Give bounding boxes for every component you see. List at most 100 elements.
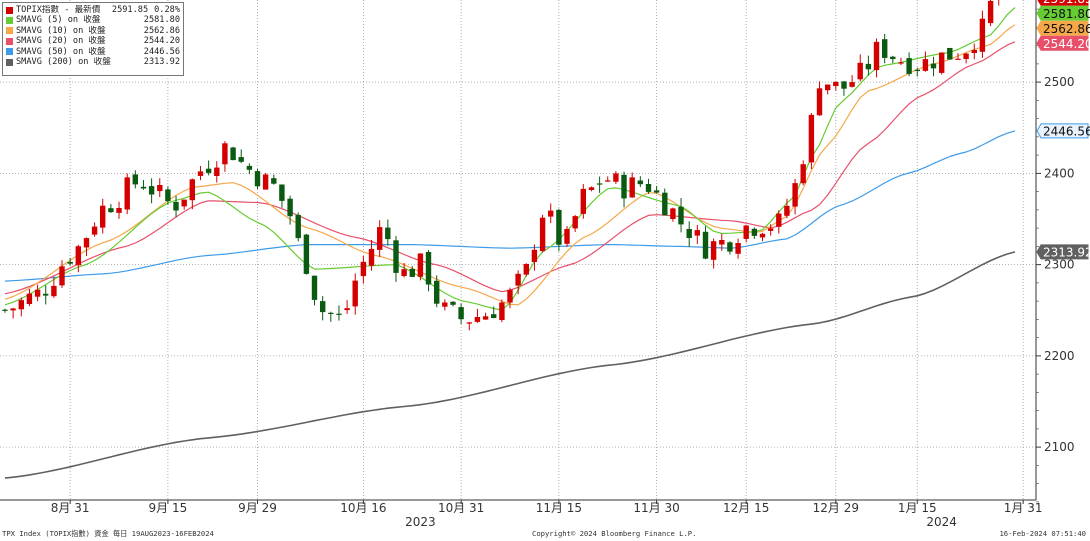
candle-body xyxy=(947,48,953,60)
legend-change: 0.28% xyxy=(154,5,180,15)
candle-body xyxy=(882,39,888,58)
candle-body xyxy=(385,227,391,240)
legend-swatch-sma5 xyxy=(6,17,13,25)
value-tag-bg xyxy=(1036,123,1089,139)
candle-body xyxy=(637,180,643,185)
x-tick-label: 11月 30 xyxy=(633,501,679,515)
candle-body xyxy=(197,171,204,176)
candle-body xyxy=(287,198,293,217)
value-tag: 2562.86 xyxy=(1036,20,1090,36)
sma200-line xyxy=(4,251,1016,479)
value-tag-label: 2562.86 xyxy=(1043,22,1090,36)
candle-body xyxy=(914,69,920,71)
candle-body xyxy=(906,58,912,74)
candle-body xyxy=(808,114,815,163)
candle-body xyxy=(336,313,342,315)
candle-body xyxy=(425,252,432,285)
candle-body xyxy=(67,262,73,264)
footer-series-info: TPX Index (TOPIX指數) 資金 每日 19AUG2023-16FE… xyxy=(2,529,214,538)
candle-body xyxy=(377,227,383,250)
legend-value: 2581.80 xyxy=(143,15,180,26)
candle-body xyxy=(173,202,179,211)
candle-body xyxy=(605,180,611,182)
candle-body xyxy=(279,184,285,201)
candlesticks xyxy=(2,0,1000,331)
candle-body xyxy=(710,241,717,260)
x-year-label: 2024 xyxy=(926,515,957,529)
footer-timestamp: 16-Feb-2024 07:51:40 xyxy=(999,529,1086,538)
candle-body xyxy=(116,208,122,213)
legend-value: 2446.56 xyxy=(143,46,180,57)
candle-body xyxy=(572,216,578,229)
x-tick-label: 1月 15 xyxy=(898,501,937,515)
legend-label: SMAVG (5) on 收盤 xyxy=(16,15,101,26)
candle-body xyxy=(678,206,684,225)
candle-body xyxy=(833,81,839,87)
candle-body xyxy=(857,62,863,80)
candle-body xyxy=(930,63,937,69)
candle-body xyxy=(262,174,269,190)
candle-body xyxy=(727,242,733,252)
legend-swatch-sma20 xyxy=(6,37,13,45)
y-axis: 2100220023002400250026002591.852581.8025… xyxy=(1036,0,1090,503)
candle-body xyxy=(320,301,326,313)
x-tick-label: 12月 29 xyxy=(813,501,859,515)
candle-body xyxy=(653,190,660,193)
candle-body xyxy=(434,280,440,304)
candle-body xyxy=(922,59,929,71)
candle-body xyxy=(792,183,798,207)
candle-body xyxy=(2,309,8,311)
candle-body xyxy=(979,18,986,52)
candle-body xyxy=(417,253,424,277)
candle-body xyxy=(531,249,538,262)
candle-body xyxy=(548,210,554,217)
legend-entry-topix: TOPIX指數 - 最新價 2591.85 0.28% xyxy=(6,5,180,15)
footer-copyright: Copyright© 2024 Bloomberg Finance L.P. xyxy=(532,529,697,538)
candle-body xyxy=(214,167,220,176)
legend-label: SMAVG (20) on 收盤 xyxy=(16,36,106,47)
candle-body xyxy=(91,226,98,235)
candle-body xyxy=(539,217,546,252)
legend-label: SMAVG (10) on 收盤 xyxy=(16,25,106,36)
candle-body xyxy=(645,184,652,192)
y-tick-label: 2500 xyxy=(1044,75,1075,89)
chart-legend: TOPIX指數 - 最新價 2591.85 0.28% SMAVG (5) on… xyxy=(2,2,184,76)
candle-body xyxy=(132,174,138,185)
chart-grid xyxy=(0,0,1037,501)
candle-body xyxy=(18,300,24,310)
x-axis: 8月 31 9月 15 9月 29 10月 16 10月 31 11月 15 11月 30 1… xyxy=(51,500,1043,529)
candle-body xyxy=(10,308,16,311)
candle-body xyxy=(230,147,236,161)
candle-body xyxy=(189,179,195,201)
candle-body xyxy=(442,302,448,307)
value-tag: 2581.80 xyxy=(1036,5,1090,21)
x-tick-label: 10月 31 xyxy=(438,501,484,515)
candle-body xyxy=(140,186,147,189)
value-tag-label: 2581.80 xyxy=(1043,7,1090,21)
legend-entry-sma50: SMAVG (50) on 收盤 2446.56 xyxy=(6,47,180,57)
candle-body xyxy=(360,261,367,277)
y-tick-label: 2300 xyxy=(1044,258,1075,272)
candle-body xyxy=(686,229,692,238)
candle-body xyxy=(328,312,334,314)
legend-entry-sma200: SMAVG (200) on 收盤 2313.92 xyxy=(6,57,180,67)
candle-body xyxy=(344,308,350,311)
candle-body xyxy=(743,225,749,239)
candle-body xyxy=(401,269,407,276)
x-tick-label: 9月 29 xyxy=(238,501,277,515)
candle-body xyxy=(181,199,187,207)
candle-body xyxy=(629,177,635,198)
candle-body xyxy=(148,186,155,195)
candle-body xyxy=(515,273,521,286)
legend-value: 2313.92 xyxy=(143,56,180,67)
candle-body xyxy=(222,143,228,165)
value-tag-bg xyxy=(1036,5,1089,21)
candle-body xyxy=(51,285,57,297)
candle-body xyxy=(295,214,301,239)
candle-body xyxy=(246,165,253,170)
candle-body xyxy=(751,228,758,236)
candle-body xyxy=(271,178,277,184)
candle-body xyxy=(482,316,489,320)
y-tick-label: 2200 xyxy=(1044,349,1075,363)
candle-body xyxy=(466,322,472,324)
